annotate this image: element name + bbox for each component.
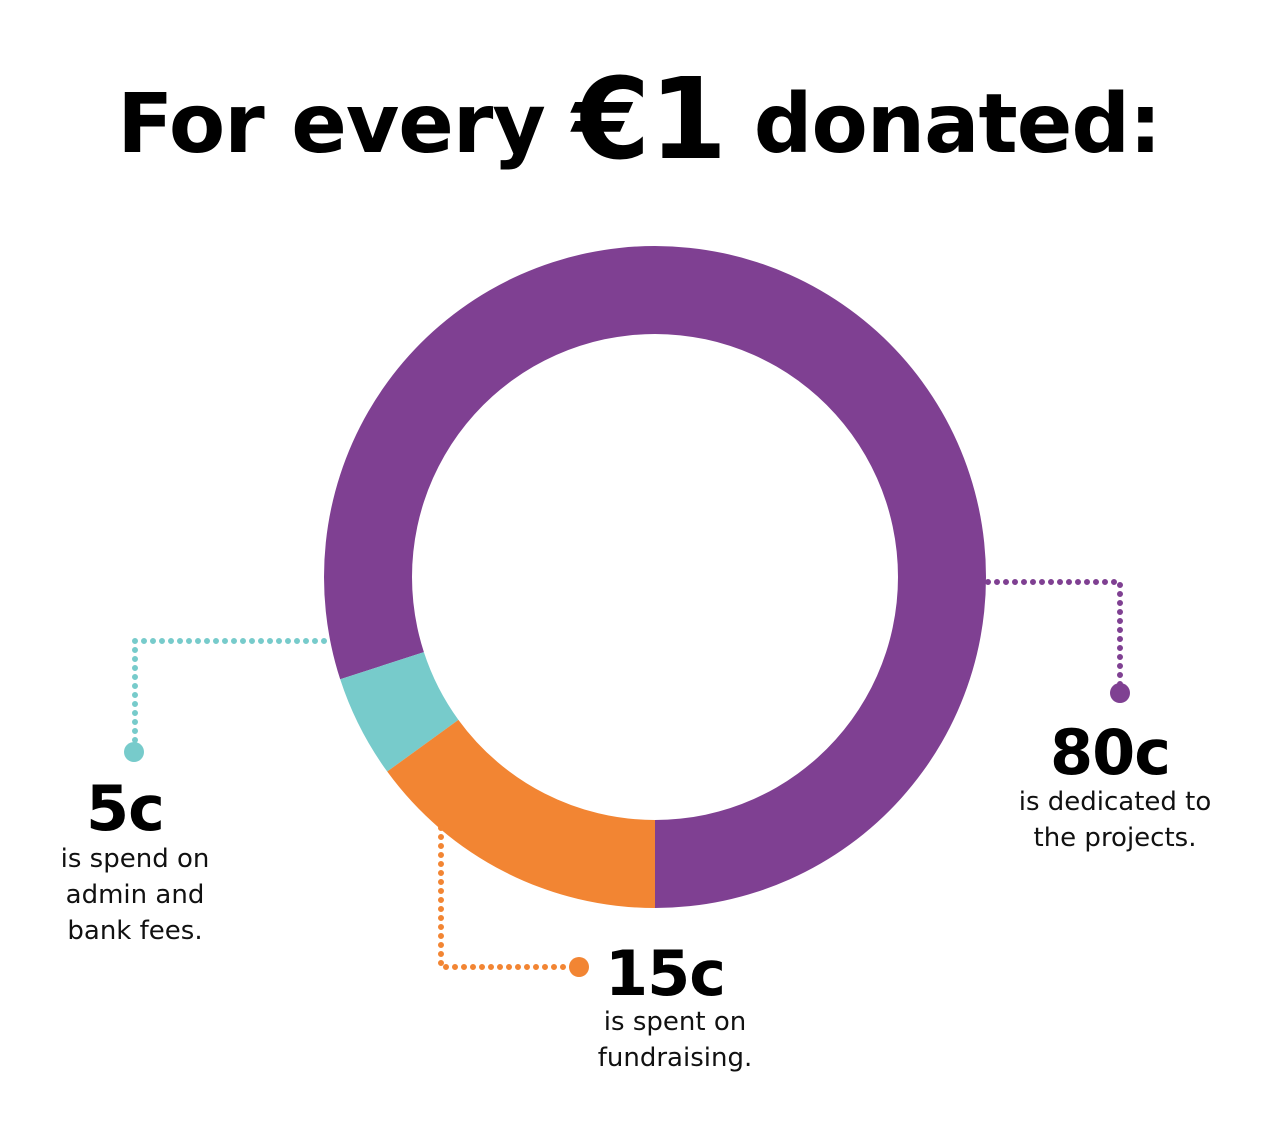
leader-dot-admin (124, 742, 144, 762)
page-title: For every €1 donated: (0, 60, 1278, 180)
donut-slice-fundraising (387, 719, 655, 908)
donut-slice-admin (340, 652, 459, 772)
slice-description-fundraising: is spent on fundraising. (597, 1007, 753, 1073)
slice-label-fundraising: 15c (604, 937, 726, 1010)
slice-label-projects: 80c (1049, 716, 1171, 789)
leader-dot-fundraising (569, 957, 589, 977)
slice-label-admin: 5c (86, 772, 165, 845)
leader-lines (124, 579, 1130, 977)
title-suffix: donated: (753, 77, 1162, 172)
title-prefix: For every (117, 77, 546, 172)
donut-slices (323, 245, 987, 908)
leader-dot-projects (1110, 683, 1130, 703)
leader-line-fundraising (438, 825, 579, 970)
leader-line-projects (985, 579, 1123, 693)
slice-description-projects: is dedicated to the projects. (1018, 787, 1212, 853)
slice-description-admin: is spend on admin and bank fees. (60, 844, 210, 946)
title-amount: €1 (572, 55, 727, 185)
leader-line-admin (132, 638, 327, 753)
